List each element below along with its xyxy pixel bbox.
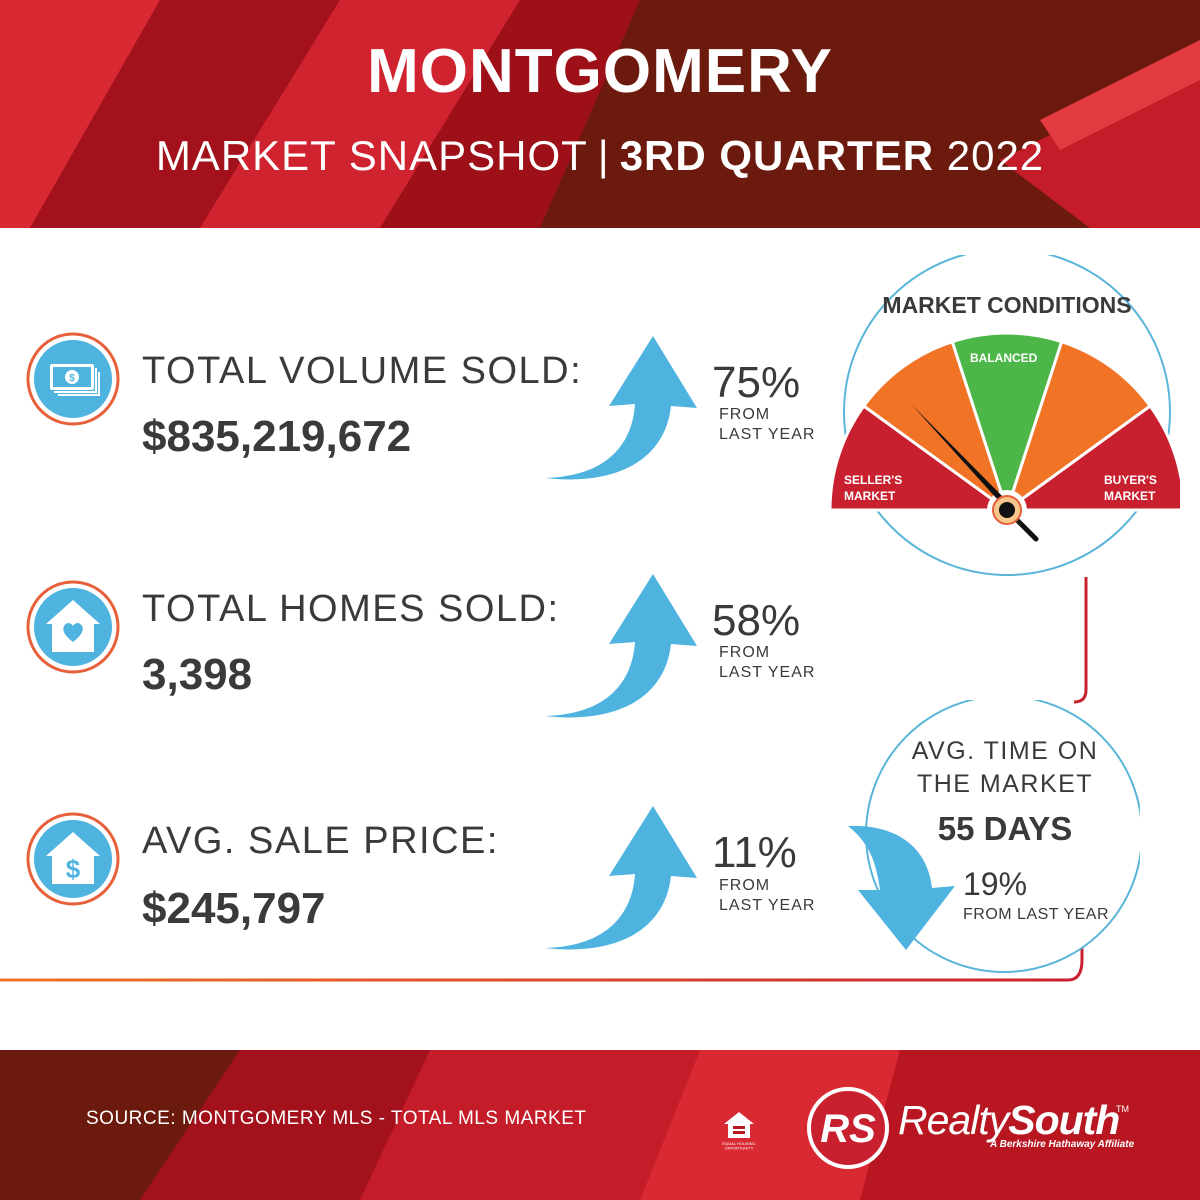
sellers-line1: SELLER'S: [844, 473, 903, 487]
time-title-line1: AVG. TIME ON: [911, 737, 1099, 765]
brand-trademark: TM: [1116, 1104, 1129, 1114]
avg-sale-price-change-label: FROM LAST YEAR: [719, 876, 829, 916]
svg-text:EQUAL HOUSING: EQUAL HOUSING: [722, 1141, 755, 1146]
brand-tagline: A Berkshire Hathaway Affiliate: [990, 1139, 1135, 1150]
avg-sale-price-change: 11%: [712, 828, 797, 877]
time-on-market-title: AVG. TIME ON THE MARKET: [880, 735, 1130, 801]
balanced-label: BALANCED: [970, 351, 1038, 365]
buyers-line1: BUYER'S: [1104, 473, 1157, 487]
market-conditions-title: MARKET CONDITIONS: [882, 292, 1132, 318]
source-note: SOURCE: MONTGOMERY MLS - TOTAL MLS MARKE…: [86, 1108, 587, 1129]
sellers-line2: MARKET: [844, 489, 896, 503]
page-title: MONTGOMERY: [367, 37, 833, 106]
realtysouth-logo-icon: RS: [807, 1087, 889, 1169]
money-icon: $: [26, 332, 120, 426]
time-on-market-change: 19%: [963, 866, 1028, 902]
time-title-line2: THE MARKET: [916, 770, 1094, 798]
footer-background: [0, 1050, 1200, 1200]
buyers-market-label: BUYER'S MARKET: [1104, 472, 1157, 504]
arrow-up-icon: [545, 806, 697, 950]
svg-text:$: $: [66, 854, 81, 884]
header-background: [0, 0, 1200, 228]
change-from: FROM: [719, 877, 771, 894]
subtitle-text: MARKET SNAPSHOT: [155, 132, 588, 179]
sellers-market-label: SELLER'S MARKET: [844, 472, 902, 504]
total-volume-change-label: FROM LAST YEAR: [719, 405, 829, 445]
brand-bold: South: [1008, 1097, 1120, 1143]
change-last-year: LAST YEAR: [719, 664, 816, 681]
brand-light: Realty: [898, 1097, 1009, 1143]
svg-text:RS: RS: [820, 1107, 876, 1151]
svg-text:$: $: [69, 373, 75, 384]
total-volume-label: TOTAL VOLUME SOLD:: [142, 350, 583, 392]
time-on-market-value: 55 DAYS: [937, 810, 1073, 847]
brand-name: RealtySouth: [898, 1097, 1120, 1144]
subtitle-separator: |: [597, 132, 610, 179]
total-volume-value: $835,219,672: [142, 412, 412, 461]
total-volume-change: 75%: [712, 358, 801, 407]
total-homes-value: 3,398: [142, 650, 253, 699]
subtitle-year: 2022: [946, 132, 1045, 179]
house-heart-icon: [26, 580, 120, 674]
svg-text:OPPORTUNITY: OPPORTUNITY: [725, 1146, 754, 1151]
avg-sale-price-value: $245,797: [142, 884, 326, 933]
arrow-up-icon: [545, 336, 697, 480]
change-from: FROM: [719, 644, 771, 661]
market-conditions-gauge: [828, 255, 1180, 576]
avg-sale-price-label: AVG. SALE PRICE:: [142, 820, 499, 862]
change-last-year: LAST YEAR: [719, 426, 816, 443]
total-homes-change: 58%: [712, 596, 801, 645]
footer-banner: [0, 1050, 1200, 1200]
equal-housing-icon: EQUAL HOUSING OPPORTUNITY: [722, 1112, 756, 1151]
page-subtitle: MARKET SNAPSHOT | 3RD QUARTER 2022: [0, 132, 1200, 180]
buyers-line2: MARKET: [1104, 489, 1156, 503]
total-homes-change-label: FROM LAST YEAR: [719, 643, 829, 683]
house-dollar-icon: $: [26, 812, 120, 906]
arrow-up-icon: [545, 574, 697, 718]
time-on-market-circle: [848, 700, 1140, 973]
change-last-year: LAST YEAR: [719, 897, 816, 914]
time-on-market-change-label: FROM LAST YEAR: [963, 906, 1109, 923]
header-banner: MONTGOMERY MARKET SNAPSHOT | 3RD QUARTER 2…: [0, 0, 1200, 228]
subtitle-quarter: 3RD QUARTER: [619, 132, 935, 179]
change-from: FROM: [719, 406, 771, 423]
total-homes-label: TOTAL HOMES SOLD:: [142, 588, 560, 630]
